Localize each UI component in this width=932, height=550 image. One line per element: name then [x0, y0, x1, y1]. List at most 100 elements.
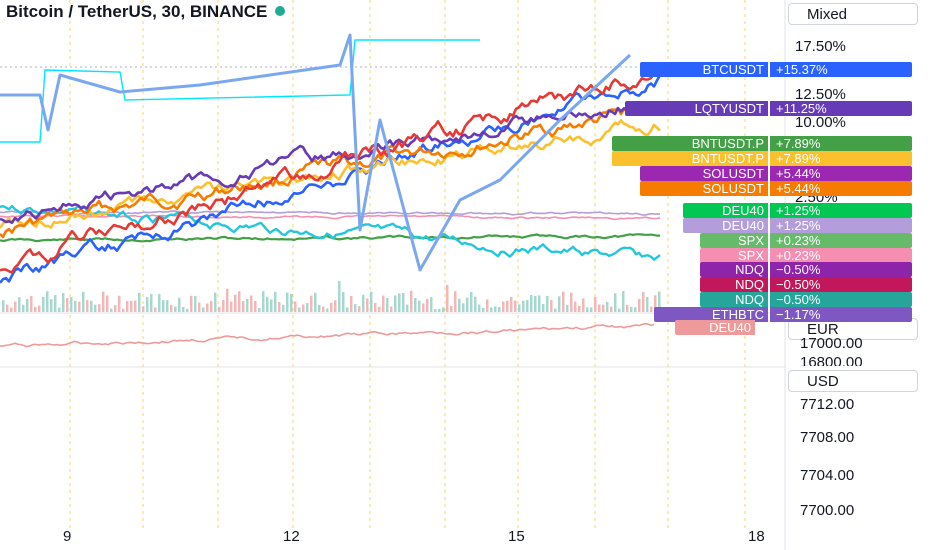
- series-tag-value: +7.89%: [770, 151, 912, 166]
- volume-bar: [106, 295, 109, 312]
- volume-bar: [330, 302, 333, 312]
- volume-bar: [538, 295, 541, 312]
- series-line: [0, 69, 661, 274]
- symbol-title[interactable]: Bitcoin / TetherUS, 30, BINANCE: [6, 2, 286, 22]
- volume-bar: [110, 308, 113, 312]
- volume-bar: [442, 307, 445, 312]
- scale-mode-selector[interactable]: Mixed: [788, 3, 918, 25]
- volume-bar: [134, 300, 137, 312]
- series-tag-value: +0.23%: [770, 248, 912, 263]
- volume-bar: [382, 295, 385, 312]
- volume-bar: [334, 300, 337, 312]
- volume-bar: [198, 302, 201, 312]
- volume-bar: [226, 288, 229, 312]
- volume-bar: [178, 297, 181, 312]
- volume-bar: [210, 301, 213, 312]
- series-tag-value: +5.44%: [770, 181, 912, 196]
- volume-bar: [418, 300, 421, 312]
- volume-bar: [174, 306, 177, 312]
- volume-bar: [238, 291, 241, 312]
- volume-bar: [546, 295, 549, 312]
- volume-bar: [370, 291, 373, 312]
- series-tag-symbol: DEU40: [683, 218, 768, 233]
- volume-bar: [534, 295, 537, 312]
- series-tag-symbol: ETHBTC: [654, 307, 768, 322]
- volume-bar: [474, 296, 477, 312]
- volume-bar: [78, 301, 81, 312]
- volume-bar: [346, 307, 349, 312]
- volume-bar: [14, 301, 17, 312]
- volume-bar: [270, 299, 273, 312]
- volume-bar: [130, 300, 133, 312]
- volume-bar: [562, 291, 565, 312]
- pct-tick-label: 12.50%: [795, 86, 846, 103]
- volume-bar: [338, 281, 341, 312]
- deu40-pane-tag-label: DEU40: [675, 320, 755, 335]
- volume-bar: [386, 298, 389, 312]
- volume-bar: [450, 305, 453, 312]
- series-line: [0, 39, 480, 143]
- volume-bar: [626, 304, 629, 312]
- volume-bar: [642, 291, 645, 312]
- volume-bar: [434, 308, 437, 312]
- volume-bar: [158, 294, 161, 312]
- volume-bar: [6, 304, 9, 312]
- volume-bar: [50, 299, 53, 312]
- volume-bar: [598, 304, 601, 312]
- currency-eur-label: EUR: [807, 321, 839, 338]
- volume-bar: [406, 304, 409, 312]
- volume-bar: [502, 301, 505, 312]
- volume-bar: [398, 293, 401, 312]
- volume-bar: [486, 299, 489, 312]
- series-tag-symbol: SPX: [700, 248, 768, 263]
- volume-bar: [350, 295, 353, 312]
- volume-bar: [510, 296, 513, 312]
- volume-bar: [310, 295, 313, 312]
- series-tag-symbol: BNTUSDT.P: [612, 151, 768, 166]
- volume-bar: [482, 307, 485, 312]
- series-tag-symbol: BTCUSDT: [640, 62, 768, 77]
- volume-bar: [126, 301, 129, 312]
- series-tag-value: −0.50%: [770, 277, 912, 292]
- series-tag-symbol: SPX: [700, 233, 768, 248]
- deu40-pane-tag: DEU40: [675, 320, 755, 335]
- volume-bar: [498, 306, 501, 312]
- volume-bar: [530, 294, 533, 312]
- series-tag-value: −0.50%: [770, 292, 912, 307]
- volume-bar: [458, 298, 461, 312]
- volume-bar: [266, 296, 269, 312]
- volume-bar: [150, 294, 153, 312]
- volume-bar: [66, 298, 69, 312]
- series-tag-value: +5.44%: [770, 166, 912, 181]
- volume-bar: [242, 301, 245, 312]
- volume-bar: [454, 291, 457, 312]
- pct-tick-label: 10.00%: [795, 114, 846, 131]
- volume-bar: [314, 292, 317, 312]
- volume-bar: [610, 306, 613, 312]
- usd-tick-label: 7704.00: [800, 467, 855, 484]
- series-tag-symbol: NDQ: [700, 277, 768, 292]
- volume-bar: [410, 290, 413, 312]
- volume-bar: [86, 300, 89, 312]
- currency-selector-usd[interactable]: USD: [788, 370, 918, 392]
- eur-tick-label: 17000.00: [800, 335, 863, 352]
- series-tag-symbol: NDQ: [700, 292, 768, 307]
- volume-bar: [102, 291, 105, 312]
- volume-bar: [614, 293, 617, 312]
- volume-bar: [514, 300, 517, 312]
- volume-bar: [306, 303, 309, 312]
- volume-bar: [30, 296, 33, 312]
- volume-bar: [286, 292, 289, 312]
- volume-bar: [374, 302, 377, 312]
- series-line: [0, 33, 632, 272]
- volume-bar: [206, 303, 209, 312]
- usd-tick-label: 7700.00: [800, 502, 855, 519]
- volume-bar: [606, 301, 609, 312]
- symbol-title-text: Bitcoin / TetherUS, 30, BINANCE: [6, 2, 268, 21]
- volume-bar: [2, 300, 5, 312]
- volume-bar: [98, 304, 101, 312]
- volume-bar: [162, 300, 165, 312]
- volume-bar: [342, 291, 345, 312]
- volume-bar: [554, 308, 557, 312]
